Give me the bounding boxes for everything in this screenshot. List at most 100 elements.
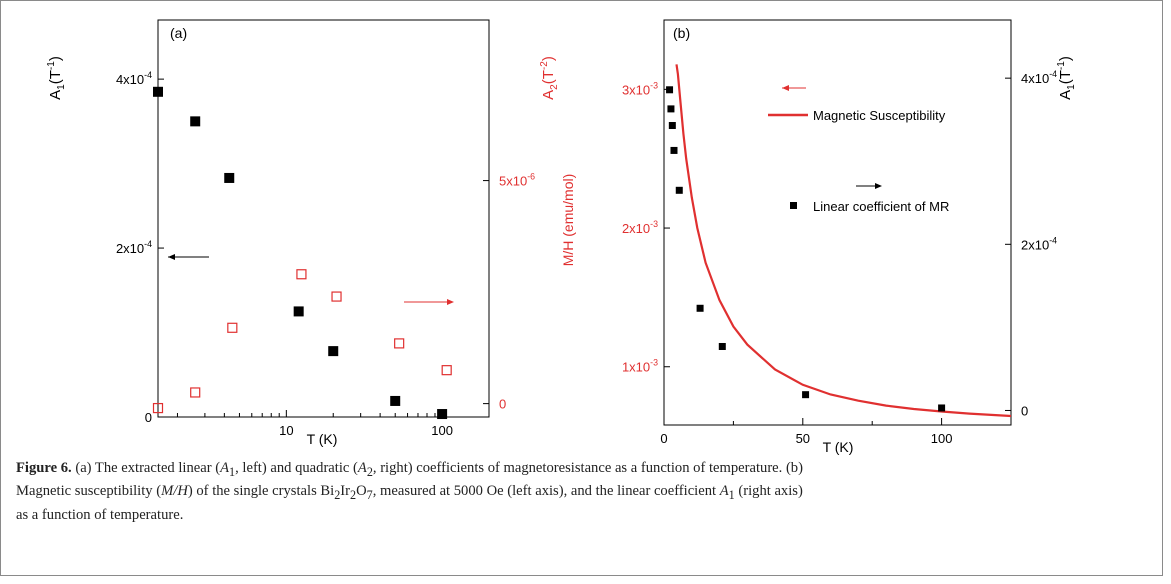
caption-text: Ir (340, 483, 351, 500)
panel-b-x-tick-label: 100 (931, 431, 953, 446)
panel-a-point-a1 (224, 172, 235, 183)
caption-sub: 2 (350, 488, 357, 503)
panel-b-plot-area (663, 19, 1012, 426)
panel-b-x-label: T (K) (823, 439, 854, 455)
panel-b-left-tick-label-exp: -3 (650, 358, 658, 368)
panel-b-right-tick-label-base: 4x10 (1021, 71, 1049, 86)
legend-label-linear-coefficient: Linear coefficient of MR (813, 199, 949, 214)
caption-text: Magnetic susceptibility ( (16, 483, 162, 500)
panel-b-point-a1 (938, 404, 946, 412)
panel-a-left-tick-label: 2x10-4 (116, 239, 152, 256)
panel-b-left-tick-label-base: 1x10 (622, 360, 650, 375)
legend-arrow-right (856, 183, 882, 189)
panel-b-right-tick-label: 0 (1021, 403, 1028, 418)
panel-b-point-a1 (667, 105, 675, 113)
left-axis-arrow (168, 254, 209, 260)
caption-text: ) of the single crystals Bi (187, 483, 335, 500)
caption-label: Figure 6. (16, 460, 72, 476)
panel-a-plot-area (157, 19, 490, 418)
panel-a-right-axis: 0 5x10-6 (483, 172, 535, 412)
panel-a-left-tick-label-base: 4x10 (116, 72, 144, 87)
legend-label-susceptibility: Magnetic Susceptibility (813, 108, 946, 123)
caption-sub: 2 (334, 488, 341, 503)
panel-a-left-tick-label: 0 (145, 410, 152, 425)
panel-b-left-tick-label: 3x10-3 (622, 80, 658, 97)
panel-b-left-tick-label-exp: -3 (650, 219, 658, 229)
panel-a-left-tick-label-base: 2x10 (116, 241, 144, 256)
caption-text: , measured at 5000 Oe (left axis), and t… (372, 483, 720, 500)
panel-a-right-tick-label: 0 (499, 397, 506, 412)
panel-a-right-tick-label-base: 5x10 (499, 174, 527, 189)
caption-symbol: A (719, 483, 729, 500)
panel-b-tag: (b) (673, 25, 690, 41)
caption-sub: 1 (728, 488, 735, 503)
panel-a-point-a2 (152, 402, 164, 414)
panel-a-x-label: T (K) (307, 431, 338, 447)
caption-text: , right) coefficients of magnetoresistan… (372, 460, 803, 476)
susceptibility-curve (675, 64, 1012, 418)
panel-a-left-tick-label-base: 0 (145, 410, 152, 425)
caption-sub: 2 (366, 464, 373, 479)
panel-b-right-tick-label-exp: -4 (1049, 69, 1057, 79)
panel-b-right-tick-label: 4x10-4 (1021, 69, 1057, 86)
panel-b-right-tick-label: 2x10-4 (1021, 235, 1057, 252)
panel-a-point-a1 (190, 116, 201, 127)
panel-a-tag: (a) (170, 25, 187, 41)
right-axis-arrow (404, 299, 454, 305)
panel-a-right-axis-label: A2(T-2) (539, 56, 560, 100)
panel-a-x-tick-label: 10 (279, 423, 293, 438)
figure-caption: Figure 6. (a) The extracted linear (A1, … (16, 459, 1154, 525)
panel-b-point-a1 (670, 146, 678, 154)
caption-symbol: M/H (161, 483, 188, 500)
panel-a-point-a2 (296, 269, 307, 280)
panel-b-x-tick-label: 50 (796, 431, 810, 446)
caption-text: as a function of temperature. (16, 506, 184, 523)
panel-a-point-a2 (227, 322, 238, 333)
panel-a-left-tick-label-exp: -4 (144, 239, 152, 249)
panel-a-point-a1 (390, 395, 401, 406)
figure-frame (0, 0, 1163, 576)
panel-b-left-tick-label-exp: -3 (650, 80, 658, 90)
caption-symbol: A (357, 460, 367, 476)
panel-b-point-a1 (718, 342, 726, 350)
legend: Magnetic Susceptibility Linear coefficie… (768, 85, 949, 214)
panel-b-x-tick-label: 0 (660, 431, 667, 446)
panel-a-point-a2 (331, 291, 342, 302)
panel-b-left-tick-label-base: 2x10 (622, 221, 650, 236)
panel-b-left-axis-label: M/H (emu/mol) (560, 174, 576, 267)
legend-marker-swatch (790, 202, 797, 209)
panel-a-point-a1 (328, 346, 339, 357)
caption-text: , left) and quadratic ( (235, 460, 358, 476)
panel-b-left-tick-label-base: 3x10 (622, 82, 650, 97)
legend-arrow-left (782, 85, 806, 91)
panel-a-point-a2 (441, 365, 452, 376)
panel-a-right-tick-label-base: 0 (499, 397, 506, 412)
panel-b-right-tick-label-exp: -4 (1049, 235, 1057, 245)
panel-b-right-tick-label-base: 2x10 (1021, 237, 1049, 252)
panel-b-left-tick-label: 2x10-3 (622, 219, 658, 236)
panel-a-series (152, 86, 452, 420)
panel-b-point-a1 (666, 86, 674, 94)
panel-b-point-a1 (696, 304, 704, 312)
panel-a-point-a2 (394, 338, 405, 349)
panel-a-point-a1 (293, 306, 304, 317)
caption-text: (right axis) (734, 483, 803, 500)
panel-a-left-tick-label-exp: -4 (144, 70, 152, 80)
panel-a-x-tick-label: 100 (431, 423, 453, 438)
caption-text: O (356, 483, 367, 500)
panel-b-series (666, 64, 1012, 418)
caption-sub: 1 (229, 464, 236, 479)
caption-text: (a) The extracted linear ( (75, 460, 221, 476)
caption-symbol: A (220, 460, 230, 476)
caption-sub: 7 (366, 488, 373, 503)
panel-b-right-axis-label: A1(T-1) (1056, 56, 1077, 100)
panel-b-right-tick-label-base: 0 (1021, 403, 1028, 418)
panel-b-left-tick-label: 1x10-3 (622, 358, 658, 375)
panel-a-point-a1 (153, 86, 163, 97)
